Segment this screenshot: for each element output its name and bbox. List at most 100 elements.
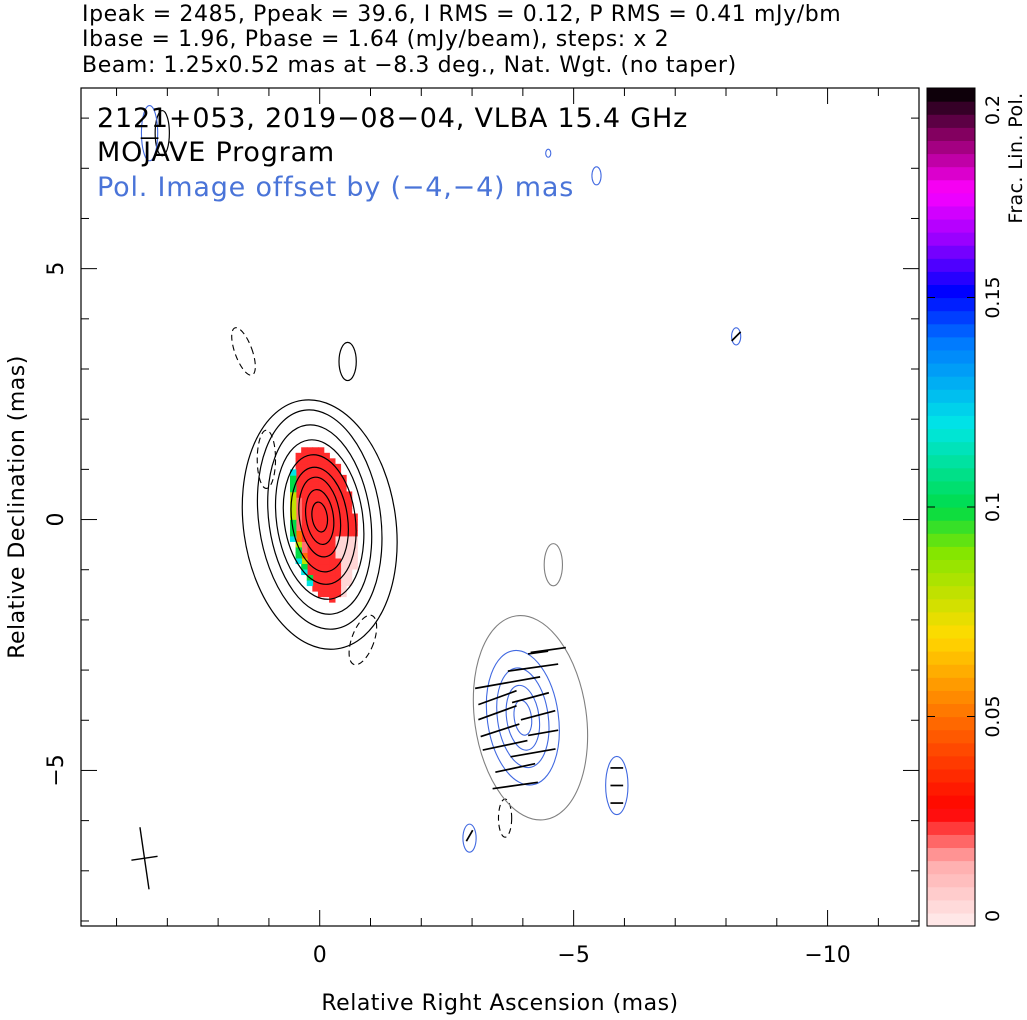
frac-pol-pixel bbox=[340, 568, 347, 576]
frac-pol-pixel bbox=[323, 474, 330, 482]
colorbar-stripe bbox=[927, 310, 975, 325]
frac-pol-pixel bbox=[334, 579, 342, 587]
frac-pol-pixel bbox=[312, 491, 319, 498]
beam-marker bbox=[131, 827, 158, 890]
colorbar-stripe bbox=[927, 690, 975, 705]
colorbar-stripe bbox=[927, 218, 975, 233]
evpa-vector bbox=[465, 829, 474, 842]
frac-pol-pixel bbox=[317, 480, 325, 487]
colorbar-tick-label: 0.2 bbox=[982, 95, 1004, 125]
frac-pol-pixel bbox=[317, 491, 325, 498]
colorbar-stripe bbox=[927, 637, 975, 652]
frac-pol-pixel bbox=[289, 513, 297, 520]
evpa-vector bbox=[527, 650, 549, 655]
frac-pol-pixel bbox=[306, 519, 314, 526]
colorbar-stripe bbox=[927, 454, 975, 469]
frac-pol-pixel bbox=[340, 557, 347, 565]
frac-pol-pixel bbox=[345, 491, 353, 498]
frac-pol-pixel bbox=[340, 513, 347, 520]
pol-intensity-contour bbox=[462, 823, 477, 853]
frac-pol-pixel bbox=[301, 508, 308, 515]
frac-pol-pixel bbox=[334, 535, 342, 542]
frac-pol-pixel bbox=[345, 508, 353, 515]
evpa-vector bbox=[510, 748, 556, 758]
colorbar-stripe bbox=[927, 546, 975, 560]
frac-pol-pixel bbox=[306, 452, 314, 460]
frac-pol-pixel bbox=[317, 590, 325, 598]
colorbar-stripe bbox=[927, 611, 975, 626]
frac-pol-pixel bbox=[340, 485, 347, 493]
frac-pol-pixel bbox=[351, 557, 358, 565]
colorbar-stripe bbox=[927, 467, 975, 482]
frac-pol-pixel bbox=[289, 474, 297, 482]
frac-pol-pixel bbox=[329, 568, 336, 576]
frac-pol-pixel bbox=[323, 496, 330, 504]
frac-pol-pixel bbox=[323, 491, 330, 498]
colorbar-stripe bbox=[927, 205, 975, 220]
colorbar-stripe bbox=[927, 742, 975, 757]
frac-pol-pixel bbox=[323, 585, 330, 592]
evpa-vector bbox=[492, 781, 538, 790]
frac-pol-pixel bbox=[317, 535, 325, 542]
frac-pol-pixel bbox=[295, 535, 302, 542]
stokes-i-contour bbox=[304, 489, 335, 546]
y-tick-label: −5 bbox=[44, 754, 69, 786]
frac-pol-pixel bbox=[351, 524, 358, 531]
frac-pol-pixel bbox=[301, 502, 308, 509]
frac-pol-pixel bbox=[317, 546, 325, 553]
frac-pol-pixel bbox=[340, 491, 347, 498]
frac-pol-pixel bbox=[295, 469, 302, 476]
frac-pol-pixel bbox=[345, 519, 353, 526]
stokes-i-contour bbox=[154, 109, 170, 157]
frac-pol-pixel bbox=[334, 574, 342, 581]
colorbar-stripe bbox=[927, 768, 975, 783]
frac-pol-pixel bbox=[345, 524, 353, 531]
frac-pol-pixel bbox=[312, 535, 319, 542]
colorbar-stripe bbox=[927, 559, 975, 574]
frac-pol-pixel bbox=[301, 519, 308, 526]
frac-pol-pixel bbox=[301, 524, 308, 531]
evpa-vector bbox=[507, 663, 559, 672]
frac-pol-pixel bbox=[306, 546, 314, 553]
frac-pol-pixel bbox=[295, 557, 302, 565]
colorbar-stripe bbox=[927, 258, 975, 272]
frac-pol-pixel bbox=[329, 574, 336, 581]
frac-pol-pixel bbox=[329, 552, 336, 559]
colorbar-stripe bbox=[927, 179, 975, 194]
frac-pol-pixel bbox=[334, 474, 342, 482]
frac-pol-pixel bbox=[301, 563, 308, 570]
frac-pol-pixel bbox=[323, 463, 330, 471]
colorbar-stripe bbox=[927, 808, 975, 822]
y-tick-label: 5 bbox=[44, 262, 69, 276]
frac-pol-pixel bbox=[306, 485, 314, 493]
frac-pol-pixel bbox=[289, 535, 297, 542]
colorbar-title: Frac. Lin. Pol. bbox=[1005, 92, 1027, 223]
frac-pol-pixel bbox=[334, 557, 342, 565]
frac-pol-pixel bbox=[323, 541, 330, 548]
plot-frame bbox=[80, 87, 920, 927]
frac-pol-pixel bbox=[317, 574, 325, 581]
frac-pol-pixel bbox=[312, 546, 319, 553]
frac-pol-pixel bbox=[312, 458, 319, 465]
offset-stokes-i-contour bbox=[543, 543, 564, 587]
frac-pol-pixel bbox=[289, 491, 297, 498]
frac-pol-pixel bbox=[312, 552, 319, 559]
colorbar-stripe bbox=[927, 192, 975, 207]
frac-pol-pixel bbox=[323, 579, 330, 587]
evpa-vector bbox=[474, 676, 541, 690]
frac-pol-pixel bbox=[301, 496, 308, 504]
frac-pol-pixel bbox=[351, 530, 358, 537]
colorbar-stripe bbox=[927, 245, 975, 259]
x-tick-label: 0 bbox=[313, 943, 327, 968]
frac-pol-pixel bbox=[340, 546, 347, 553]
frac-pol-pixel bbox=[312, 519, 319, 526]
colorbar-stripe bbox=[927, 585, 975, 600]
frac-pol-pixel bbox=[334, 552, 342, 559]
axis-tick-labels: 0 −5 −10 5 0 −5 bbox=[44, 262, 851, 968]
frac-pol-pixel bbox=[329, 590, 336, 598]
negative-contour bbox=[231, 327, 256, 376]
colorbar-stripe bbox=[927, 755, 975, 770]
frac-pol-pixel bbox=[329, 480, 336, 487]
frac-pol-pixel bbox=[289, 530, 297, 537]
frac-pol-pixel bbox=[340, 563, 347, 570]
